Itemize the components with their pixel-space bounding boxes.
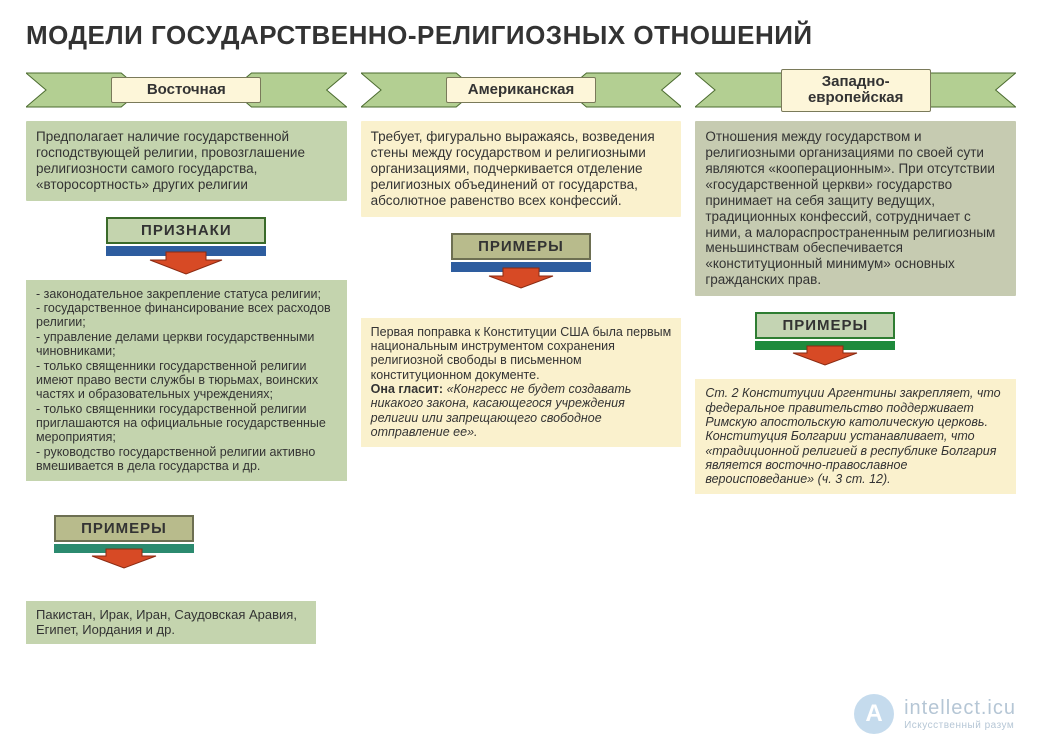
examples-eastern: Пакистан, Ирак, Иран, Саудовская Аравия,… (26, 601, 316, 645)
desc-american: Требует, фигурально выражаясь, возведени… (361, 121, 682, 217)
watermark-icon: A (854, 694, 894, 734)
desc-eastern: Предполагает наличие государственной гос… (26, 121, 347, 201)
banner-plaque: Американская (446, 77, 596, 104)
banner-eastern: Восточная (26, 67, 347, 113)
col-western: Западно- европейская Отношения между гос… (695, 65, 1016, 644)
banner-western: Западно- европейская (695, 67, 1016, 113)
features-eastern: - законодательное закрепление статуса ре… (26, 280, 347, 481)
watermark-line2: Искусственный разум (904, 720, 1016, 731)
banner-plaque: Западно- европейская (781, 69, 931, 112)
examples-label-western: ПРИМЕРЫ (755, 312, 895, 339)
examples-western: Ст. 2 Конституции Аргентины закрепляет, … (695, 379, 1016, 494)
arrow-icon (451, 262, 591, 292)
col-eastern: Восточная Предполагает наличие государст… (26, 65, 347, 644)
page-title: МОДЕЛИ ГОСУДАРСТВЕННО-РЕЛИГИОЗНЫХ ОТНОШЕ… (26, 20, 1016, 51)
columns-container: Восточная Предполагает наличие государст… (26, 65, 1016, 644)
examples-american-bold: Она гласит: (371, 382, 443, 396)
arrow-icon (755, 341, 895, 369)
banner-american: Американская (361, 67, 682, 113)
features-label: ПРИЗНАКИ (106, 217, 266, 244)
watermark-line1: intellect.icu (904, 697, 1016, 720)
desc-western: Отношения между государством и религиозн… (695, 121, 1016, 296)
watermark: A intellect.icu Искусственный разум (854, 694, 1016, 734)
examples-label-eastern: ПРИМЕРЫ (54, 515, 194, 542)
arrow-icon (54, 544, 194, 570)
examples-label-american: ПРИМЕРЫ (451, 233, 591, 260)
examples-american: Первая поправка к Конституции США была п… (361, 318, 682, 447)
arrow-icon (106, 246, 266, 276)
banner-plaque: Восточная (111, 77, 261, 104)
examples-american-intro: Первая поправка к Конституции США была п… (371, 325, 672, 382)
col-american: Американская Требует, фигурально выражая… (361, 65, 682, 644)
